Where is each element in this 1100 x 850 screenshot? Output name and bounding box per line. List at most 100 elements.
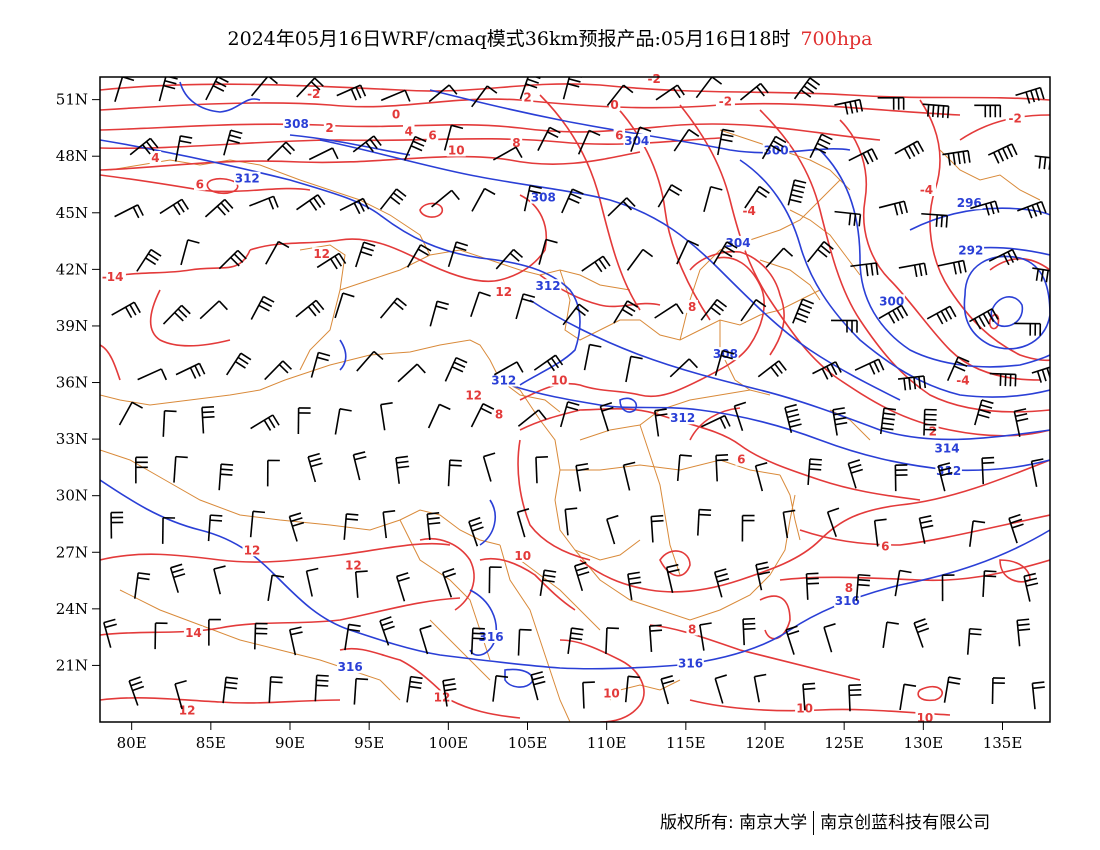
- wind-barb: [515, 293, 536, 320]
- lat-tick-label: 21N: [56, 656, 88, 674]
- temperature-contour-label-bg: [927, 424, 939, 438]
- wind-barb: [493, 361, 524, 376]
- wind-barb: [307, 452, 323, 483]
- lat-tick-label: 42N: [56, 260, 88, 278]
- height-contour-label-bg: [534, 279, 562, 293]
- wind-barb: [713, 568, 730, 598]
- wind-barb: [921, 212, 949, 228]
- wind-barb: [1032, 267, 1050, 283]
- wind-barb: [316, 252, 347, 270]
- temperature-contour-label-bg: [426, 128, 439, 142]
- wind-barb: [517, 409, 547, 427]
- wind-barb-layer: [103, 77, 1050, 712]
- wind-barb: [180, 239, 200, 266]
- wind-barb: [204, 198, 234, 218]
- wind-barb: [941, 574, 955, 602]
- height-contour-label-bg: [834, 594, 861, 608]
- wind-barb: [429, 300, 449, 327]
- wind-barb: [355, 241, 376, 268]
- wind-barb: [582, 681, 595, 709]
- temperature-contour-label-bg: [323, 120, 336, 134]
- wind-barb: [785, 625, 800, 655]
- wind-barb: [733, 401, 747, 432]
- wind-barb: [207, 514, 223, 542]
- wind-barb: [222, 676, 239, 704]
- wind-barb: [249, 195, 279, 210]
- wind-barb: [339, 197, 370, 215]
- lon-tick-label: 110E: [587, 734, 627, 752]
- wind-barb: [826, 507, 840, 537]
- wind-barb: [657, 184, 683, 208]
- wind-barb: [382, 510, 396, 539]
- wind-barb: [897, 375, 927, 391]
- wind-barb: [654, 303, 684, 319]
- temperature-contour-label-bg: [601, 686, 621, 700]
- height-contour-label-bg: [490, 373, 517, 387]
- wind-barb: [267, 574, 285, 601]
- wind-barb: [894, 464, 908, 492]
- temperature-contour-label-bg: [739, 203, 759, 217]
- wind-barb: [847, 459, 863, 489]
- temperature-contour-label-bg: [843, 580, 855, 594]
- height-contour-label-bg: [336, 660, 364, 674]
- wind-barb: [250, 414, 280, 431]
- height-contour-label: 312: [670, 411, 695, 425]
- wind-barb: [937, 462, 953, 492]
- wind-barb: [205, 77, 229, 101]
- wind-barb: [742, 617, 756, 646]
- wind-barb: [343, 513, 359, 540]
- temperature-contour-label: 8: [512, 136, 520, 150]
- wind-barb: [988, 248, 1019, 266]
- temperature-contour-label: 10: [917, 711, 934, 725]
- copyright-separator: [813, 811, 815, 835]
- wind-barb: [296, 77, 324, 98]
- temperature-contour-label-bg: [879, 539, 892, 553]
- wind-barb: [942, 149, 971, 166]
- wind-barb: [650, 514, 664, 543]
- wind-barb: [943, 676, 961, 703]
- wind-barb: [793, 77, 821, 100]
- wind-barb: [174, 679, 187, 710]
- wind-barb: [428, 84, 458, 103]
- wind-barb: [622, 461, 636, 491]
- wind-barb: [676, 239, 700, 265]
- lat-tick-label: 39N: [56, 317, 88, 335]
- lon-tick-label: 85E: [196, 734, 226, 752]
- wind-barb: [673, 128, 700, 152]
- wind-barb: [427, 403, 451, 429]
- temperature-contour-label-bg: [194, 177, 206, 191]
- lon-tick-label: 80E: [117, 734, 147, 752]
- height-contour-label-bg: [935, 464, 962, 478]
- height-contour-label-bg: [283, 117, 310, 131]
- temperature-contour-label-bg: [608, 98, 621, 112]
- height-contour-label-bg: [669, 411, 696, 425]
- wind-barb: [492, 146, 523, 161]
- wind-barb: [832, 407, 848, 436]
- wind-barb: [162, 410, 177, 437]
- height-contour-label: 292: [958, 243, 983, 257]
- wind-barb: [761, 135, 787, 160]
- wind-barb: [625, 355, 643, 383]
- wind-barb: [1023, 572, 1039, 602]
- temperature-contour-label: -2: [719, 94, 732, 108]
- wind-barb: [406, 244, 432, 268]
- wind-barb: [539, 569, 557, 597]
- wind-barb: [403, 135, 427, 161]
- wind-barb: [356, 350, 384, 372]
- wind-barb: [264, 360, 293, 381]
- temperature-contour-label-bg: [917, 183, 936, 197]
- wind-barb: [982, 570, 997, 597]
- wind-barb: [250, 77, 278, 97]
- latitude-axis: 51N 48N 45N 42N 39N 36N 33N 30N 27N 24N 21N: [56, 91, 100, 674]
- height-contour-label: 304: [726, 236, 751, 250]
- temperature-contour-label: 12: [313, 247, 330, 261]
- height-contour-label-bg: [933, 441, 961, 455]
- temperature-contour-label-bg: [510, 135, 523, 149]
- wind-barb: [1016, 618, 1031, 647]
- wind-barb: [482, 452, 496, 482]
- wind-barb: [253, 622, 268, 650]
- wind-barb: [1030, 458, 1044, 487]
- wind-barb: [655, 84, 685, 101]
- wind-barb: [807, 241, 834, 263]
